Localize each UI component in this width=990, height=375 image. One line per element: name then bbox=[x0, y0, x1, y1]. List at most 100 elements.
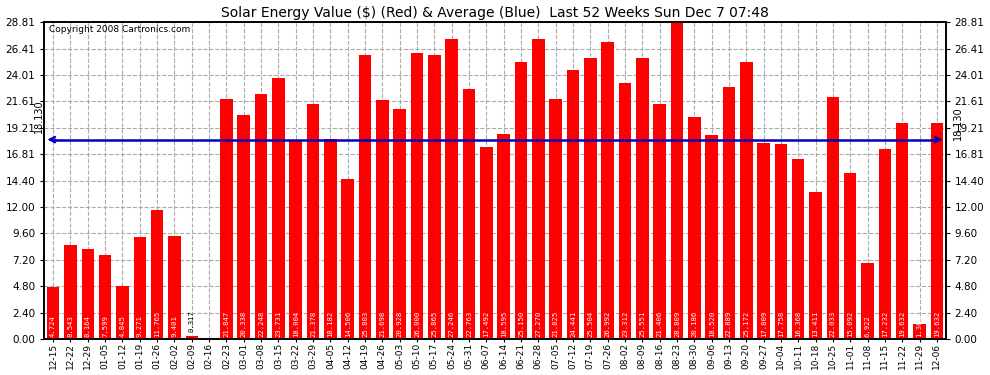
Text: 22.889: 22.889 bbox=[726, 311, 732, 338]
Bar bbox=[168, 236, 180, 339]
Text: 4.845: 4.845 bbox=[120, 315, 126, 338]
Text: 23.731: 23.731 bbox=[275, 311, 281, 338]
Text: 6.922: 6.922 bbox=[864, 315, 870, 338]
Text: 22.033: 22.033 bbox=[830, 311, 836, 338]
Text: 18.182: 18.182 bbox=[328, 311, 334, 338]
Bar bbox=[185, 336, 198, 339]
Text: 19.632: 19.632 bbox=[899, 311, 905, 338]
Text: 18.130: 18.130 bbox=[952, 106, 962, 140]
Bar bbox=[792, 159, 805, 339]
Text: 26.000: 26.000 bbox=[414, 311, 420, 338]
Bar bbox=[844, 173, 856, 339]
Bar bbox=[134, 237, 146, 339]
Text: 25.803: 25.803 bbox=[362, 311, 368, 338]
Text: 17.809: 17.809 bbox=[760, 311, 766, 338]
Text: 21.698: 21.698 bbox=[379, 311, 385, 338]
Bar bbox=[601, 42, 614, 339]
Text: 18.595: 18.595 bbox=[501, 311, 507, 338]
Bar bbox=[99, 255, 111, 339]
Text: 21.847: 21.847 bbox=[224, 311, 230, 338]
Bar bbox=[810, 192, 822, 339]
Bar bbox=[462, 88, 475, 339]
Bar bbox=[238, 115, 249, 339]
Bar bbox=[376, 100, 389, 339]
Bar bbox=[150, 210, 163, 339]
Text: 7.599: 7.599 bbox=[102, 315, 108, 338]
Bar bbox=[723, 87, 736, 339]
Bar bbox=[741, 62, 752, 339]
Bar bbox=[307, 104, 320, 339]
Text: 17.232: 17.232 bbox=[882, 311, 888, 338]
Bar bbox=[914, 324, 926, 339]
Text: 22.763: 22.763 bbox=[466, 311, 472, 338]
Bar bbox=[705, 135, 718, 339]
Text: 18.130: 18.130 bbox=[35, 99, 45, 133]
Text: 21.825: 21.825 bbox=[552, 311, 558, 338]
Bar bbox=[670, 22, 683, 339]
Title: Solar Energy Value ($) (Red) & Average (Blue)  Last 52 Weeks Sun Dec 7 07:48: Solar Energy Value ($) (Red) & Average (… bbox=[221, 6, 769, 20]
Bar bbox=[653, 104, 666, 339]
Text: 11.765: 11.765 bbox=[154, 311, 160, 338]
Text: 21.406: 21.406 bbox=[656, 311, 662, 338]
Text: 0.317: 0.317 bbox=[189, 310, 195, 332]
Text: 21.378: 21.378 bbox=[310, 311, 316, 338]
Text: 17.492: 17.492 bbox=[483, 311, 489, 338]
Text: 8.543: 8.543 bbox=[67, 315, 73, 338]
Bar bbox=[775, 144, 787, 339]
Bar bbox=[64, 245, 76, 339]
Bar bbox=[254, 94, 267, 339]
Text: 28.809: 28.809 bbox=[674, 311, 680, 338]
Text: 9.401: 9.401 bbox=[171, 315, 177, 338]
Text: 25.172: 25.172 bbox=[743, 311, 749, 338]
Bar bbox=[532, 39, 544, 339]
Bar bbox=[358, 55, 371, 339]
Text: 25.865: 25.865 bbox=[432, 311, 438, 338]
Bar bbox=[289, 141, 302, 339]
Text: 27.246: 27.246 bbox=[448, 311, 454, 338]
Bar bbox=[47, 287, 59, 339]
Bar bbox=[931, 123, 943, 339]
Bar bbox=[446, 39, 458, 339]
Text: 25.504: 25.504 bbox=[587, 311, 593, 338]
Bar bbox=[861, 263, 874, 339]
Bar bbox=[827, 97, 840, 339]
Text: 18.520: 18.520 bbox=[709, 311, 715, 338]
Bar bbox=[342, 180, 354, 339]
Bar bbox=[879, 150, 891, 339]
Text: 17.758: 17.758 bbox=[778, 311, 784, 338]
Bar bbox=[480, 147, 493, 339]
Bar bbox=[272, 78, 285, 339]
Text: 22.248: 22.248 bbox=[258, 311, 264, 338]
Bar bbox=[757, 143, 770, 339]
Bar bbox=[566, 70, 579, 339]
Text: 16.368: 16.368 bbox=[795, 311, 801, 338]
Bar bbox=[220, 99, 233, 339]
Text: 4.724: 4.724 bbox=[50, 315, 56, 338]
Text: Copyright 2008 Cartronics.com: Copyright 2008 Cartronics.com bbox=[49, 25, 190, 34]
Text: 23.312: 23.312 bbox=[622, 311, 628, 338]
Text: 15.092: 15.092 bbox=[847, 311, 853, 338]
Bar bbox=[81, 249, 94, 339]
Bar bbox=[411, 53, 424, 339]
Text: 9.271: 9.271 bbox=[137, 315, 143, 338]
Text: 27.270: 27.270 bbox=[536, 311, 542, 338]
Text: 1.369: 1.369 bbox=[917, 315, 923, 338]
Text: 25.551: 25.551 bbox=[640, 311, 645, 338]
Text: 25.150: 25.150 bbox=[518, 311, 524, 338]
Text: 14.506: 14.506 bbox=[345, 311, 350, 338]
Bar bbox=[515, 62, 528, 339]
Bar bbox=[688, 117, 701, 339]
Text: 20.928: 20.928 bbox=[397, 311, 403, 338]
Bar bbox=[896, 123, 909, 339]
Bar bbox=[497, 135, 510, 339]
Text: 19.632: 19.632 bbox=[934, 311, 940, 338]
Bar bbox=[584, 58, 597, 339]
Bar bbox=[619, 82, 632, 339]
Text: 20.338: 20.338 bbox=[241, 311, 247, 338]
Text: 20.186: 20.186 bbox=[691, 311, 697, 338]
Text: 18.004: 18.004 bbox=[293, 311, 299, 338]
Bar bbox=[116, 286, 129, 339]
Bar bbox=[636, 58, 648, 339]
Bar bbox=[324, 139, 337, 339]
Bar bbox=[549, 99, 562, 339]
